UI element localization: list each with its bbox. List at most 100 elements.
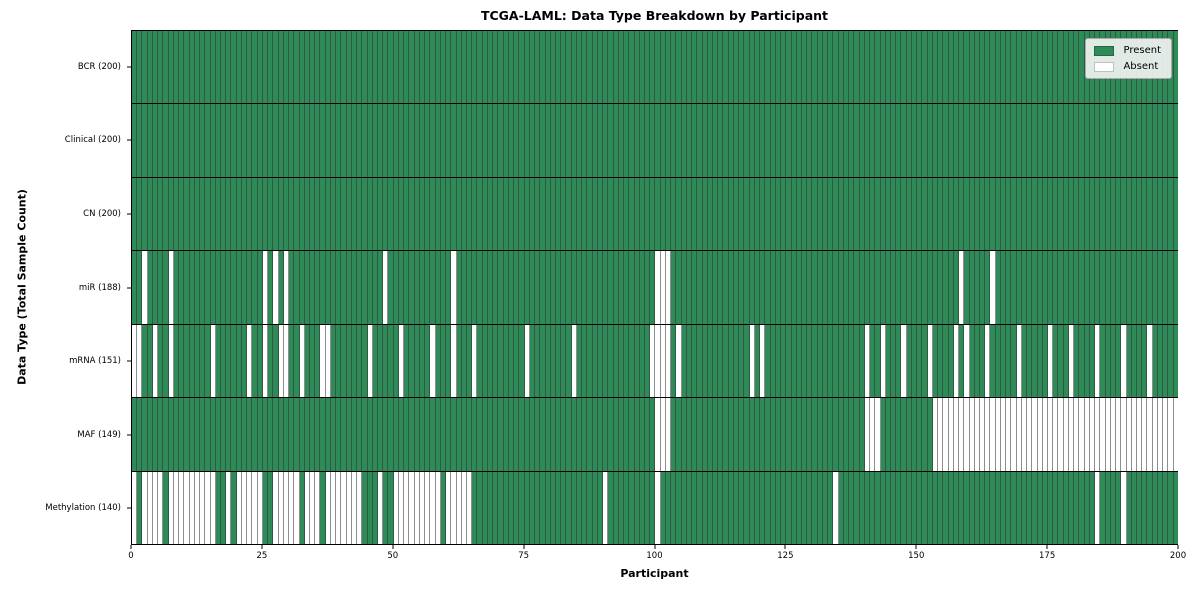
heatmap-cell: [1110, 251, 1117, 324]
heatmap-cell: [1016, 324, 1022, 398]
heatmap-cell: [357, 104, 363, 177]
heatmap-cell: [650, 398, 656, 471]
heatmap-cell: [896, 31, 902, 104]
heatmap-cell: [378, 177, 384, 251]
heatmap-cell: [430, 251, 436, 324]
heatmap-cell: [446, 398, 452, 471]
heatmap-cell: [1173, 177, 1178, 251]
heatmap-cell: [870, 104, 876, 177]
heatmap-cell: [1037, 104, 1043, 177]
heatmap-cell: [1042, 398, 1049, 471]
heatmap-cell: [508, 398, 515, 471]
heatmap-cell: [132, 398, 138, 471]
heatmap-cell: [624, 471, 630, 544]
heatmap-row-maf: [132, 398, 1178, 472]
heatmap-cell: [1110, 104, 1117, 177]
heatmap-cell: [1068, 177, 1075, 251]
heatmap-cell: [681, 31, 687, 104]
heatmap-cell: [132, 324, 138, 398]
heatmap-cell: [430, 177, 436, 251]
heatmap-cell: [1068, 251, 1075, 324]
heatmap-cell: [336, 398, 342, 471]
heatmap-cell: [713, 398, 719, 471]
heatmap-cell: [540, 177, 546, 251]
heatmap-cell: [566, 251, 572, 324]
heatmap-cell: [189, 471, 195, 544]
heatmap-cell: [959, 177, 965, 251]
heatmap-cell: [179, 251, 185, 324]
heatmap-cell: [592, 177, 598, 251]
heatmap-cell: [932, 31, 939, 104]
heatmap-cell: [1048, 251, 1054, 324]
heatmap-cell: [697, 31, 703, 104]
heatmap-cell: [791, 471, 797, 544]
heatmap-cell: [1131, 398, 1137, 471]
heatmap-cell: [456, 324, 462, 398]
heatmap-cell: [200, 177, 206, 251]
heatmap-cell: [744, 471, 750, 544]
heatmap-cell: [728, 177, 734, 251]
heatmap-cell: [498, 177, 504, 251]
heatmap-cell: [555, 31, 562, 104]
heatmap-cell: [833, 471, 839, 544]
heatmap-cell: [597, 31, 604, 104]
heatmap-cell: [807, 398, 813, 471]
heatmap-cell: [535, 471, 541, 544]
heatmap-cell: [671, 177, 677, 251]
heatmap-cell: [561, 324, 567, 398]
heatmap-cell: [226, 251, 232, 324]
heatmap-cell: [467, 398, 473, 471]
heatmap-cell: [817, 398, 823, 471]
heatmap-cell: [760, 177, 766, 251]
heatmap-cell: [1000, 471, 1007, 544]
heatmap-cell: [760, 104, 766, 177]
heatmap-cell: [597, 251, 604, 324]
heatmap-cell: [885, 398, 891, 471]
heatmap-cell: [299, 104, 305, 177]
x-tick-mark: [130, 545, 132, 549]
heatmap-cell: [979, 31, 986, 104]
heatmap-cell: [979, 324, 986, 398]
heatmap-cell: [330, 104, 337, 177]
heatmap-cell: [786, 324, 792, 398]
heatmap-cell: [529, 471, 536, 544]
heatmap-cell: [953, 324, 960, 398]
heatmap-cell: [414, 471, 420, 544]
heatmap-cell: [1163, 251, 1169, 324]
heatmap-cell: [477, 104, 483, 177]
heatmap-cell: [1089, 471, 1096, 544]
legend-item: Absent: [1094, 61, 1161, 72]
heatmap-cell: [1116, 398, 1122, 471]
heatmap-cell: [404, 251, 410, 324]
heatmap-cell: [482, 104, 488, 177]
heatmap-cell: [446, 324, 452, 398]
heatmap-cell: [796, 471, 802, 544]
heatmap-cell: [519, 104, 525, 177]
heatmap-cell: [1042, 251, 1049, 324]
heatmap-cell: [409, 324, 415, 398]
heatmap-cell: [953, 471, 960, 544]
heatmap-cell: [744, 104, 750, 177]
heatmap-cell: [142, 177, 148, 251]
heatmap-cell: [618, 251, 625, 324]
heatmap-cell: [634, 31, 640, 104]
heatmap-cell: [247, 324, 253, 398]
heatmap-cell: [398, 398, 405, 471]
heatmap-cell: [1116, 104, 1122, 177]
heatmap-cell: [859, 104, 865, 177]
heatmap-cell: [1053, 251, 1059, 324]
heatmap-cell: [859, 31, 865, 104]
heatmap-cell: [922, 104, 928, 177]
heatmap-cell: [880, 398, 886, 471]
heatmap-cell: [519, 324, 525, 398]
heatmap-cell: [419, 251, 426, 324]
heatmap-cell: [990, 104, 996, 177]
heatmap-cell: [524, 324, 530, 398]
heatmap-cell: [587, 31, 593, 104]
heatmap-cell: [529, 398, 536, 471]
heatmap-cell: [357, 251, 363, 324]
heatmap-cell: [932, 471, 939, 544]
heatmap-cell: [1121, 324, 1127, 398]
heatmap-cell: [514, 251, 520, 324]
heatmap-cell: [833, 177, 839, 251]
